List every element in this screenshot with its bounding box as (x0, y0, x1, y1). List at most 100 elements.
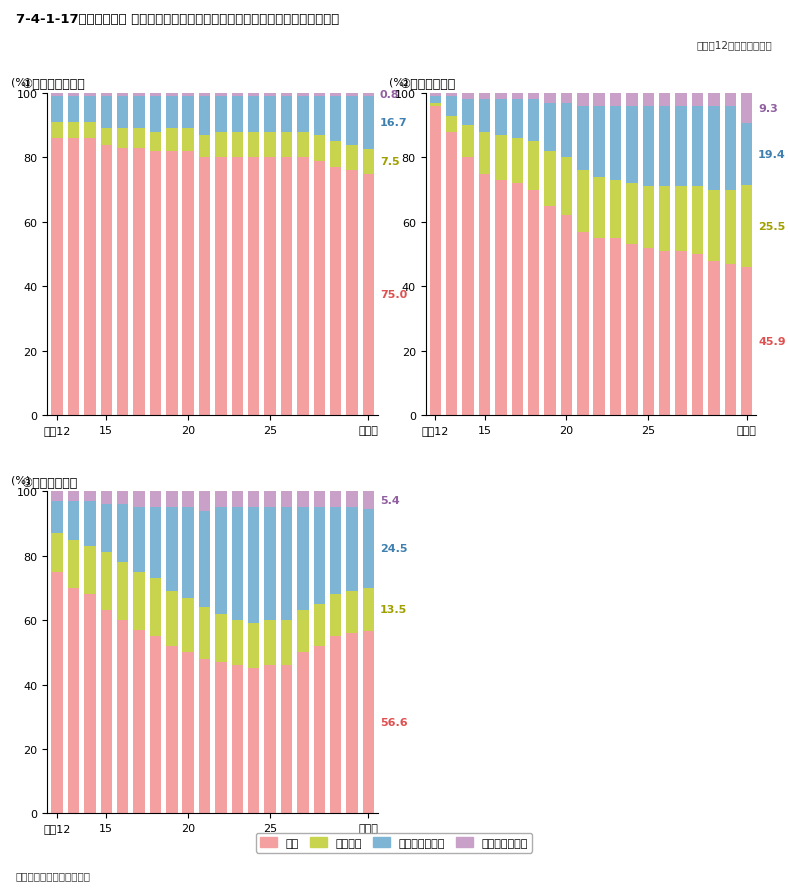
Bar (724, 106, 736, 190)
Bar (362, 588, 374, 631)
Bar (362, 631, 374, 814)
Bar (199, 136, 210, 158)
Bar (297, 492, 309, 508)
Bar (346, 97, 358, 146)
Bar (610, 181, 621, 239)
Y-axis label: (%): (%) (11, 476, 31, 485)
Bar (330, 94, 341, 97)
Bar (84, 492, 95, 502)
Bar (314, 162, 325, 416)
Bar (183, 598, 194, 653)
Bar (741, 268, 753, 416)
Bar (51, 97, 63, 122)
Bar (724, 94, 736, 106)
Bar (150, 637, 162, 814)
Bar (68, 122, 80, 139)
Bar (232, 492, 243, 508)
Bar (84, 122, 95, 139)
Bar (166, 152, 177, 416)
Bar (150, 492, 162, 508)
Bar (692, 106, 703, 187)
Bar (330, 97, 341, 142)
Bar (511, 94, 523, 100)
Bar (166, 646, 177, 814)
Bar (84, 546, 95, 595)
Text: 25.5: 25.5 (758, 222, 786, 232)
Legend: 起訴, 起訴猶予, その他の不起訴, 家庭裁判所送致: 起訴, 起訴猶予, その他の不起訴, 家庭裁判所送致 (255, 833, 533, 853)
Bar (708, 190, 719, 261)
Bar (232, 97, 243, 132)
Bar (281, 620, 292, 665)
Bar (101, 552, 112, 611)
Bar (166, 97, 177, 130)
Bar (51, 94, 63, 97)
Bar (463, 158, 474, 416)
Bar (708, 94, 719, 106)
Bar (314, 136, 325, 162)
Bar (346, 592, 358, 633)
Bar (659, 187, 671, 251)
Bar (362, 97, 374, 150)
Bar (446, 94, 458, 97)
Bar (101, 130, 112, 146)
Bar (297, 94, 309, 97)
Bar (297, 158, 309, 416)
Bar (166, 492, 177, 508)
Bar (330, 595, 341, 637)
Bar (593, 178, 605, 239)
Bar (51, 572, 63, 814)
Text: 24.5: 24.5 (380, 544, 407, 553)
Bar (577, 232, 589, 416)
Text: ③　麻薬取締法: ③ 麻薬取締法 (20, 477, 77, 489)
Bar (215, 97, 227, 132)
Bar (264, 665, 276, 814)
Bar (593, 239, 605, 416)
Bar (199, 94, 210, 97)
Bar (593, 94, 605, 106)
Bar (314, 508, 325, 604)
Bar (150, 132, 162, 152)
Text: 56.6: 56.6 (380, 718, 407, 728)
Text: 16.7: 16.7 (380, 118, 407, 129)
Bar (183, 653, 194, 814)
Bar (117, 562, 128, 620)
Bar (215, 492, 227, 508)
Bar (463, 94, 474, 100)
Bar (248, 492, 259, 508)
Bar (117, 97, 128, 130)
Bar (68, 139, 80, 416)
Bar (264, 158, 276, 416)
Bar (68, 492, 80, 502)
Bar (183, 97, 194, 130)
Bar (692, 187, 703, 255)
Bar (479, 100, 490, 132)
Bar (297, 132, 309, 158)
Bar (626, 184, 637, 245)
Bar (215, 508, 227, 614)
Bar (545, 94, 556, 104)
Bar (561, 94, 572, 104)
Bar (68, 588, 80, 814)
Bar (281, 492, 292, 508)
Bar (183, 152, 194, 416)
Bar (101, 611, 112, 814)
Bar (215, 614, 227, 662)
Bar (215, 132, 227, 158)
Text: 13.5: 13.5 (380, 604, 407, 615)
Bar (330, 492, 341, 508)
Bar (51, 139, 63, 416)
Bar (150, 578, 162, 637)
Bar (117, 94, 128, 97)
Bar (281, 97, 292, 132)
Bar (84, 94, 95, 97)
Bar (511, 100, 523, 139)
Bar (528, 100, 540, 142)
Bar (68, 97, 80, 122)
Bar (248, 624, 259, 669)
Bar (346, 633, 358, 814)
Bar (362, 492, 374, 509)
Bar (101, 492, 112, 504)
Bar (281, 158, 292, 416)
Bar (675, 106, 687, 187)
Bar (724, 265, 736, 416)
